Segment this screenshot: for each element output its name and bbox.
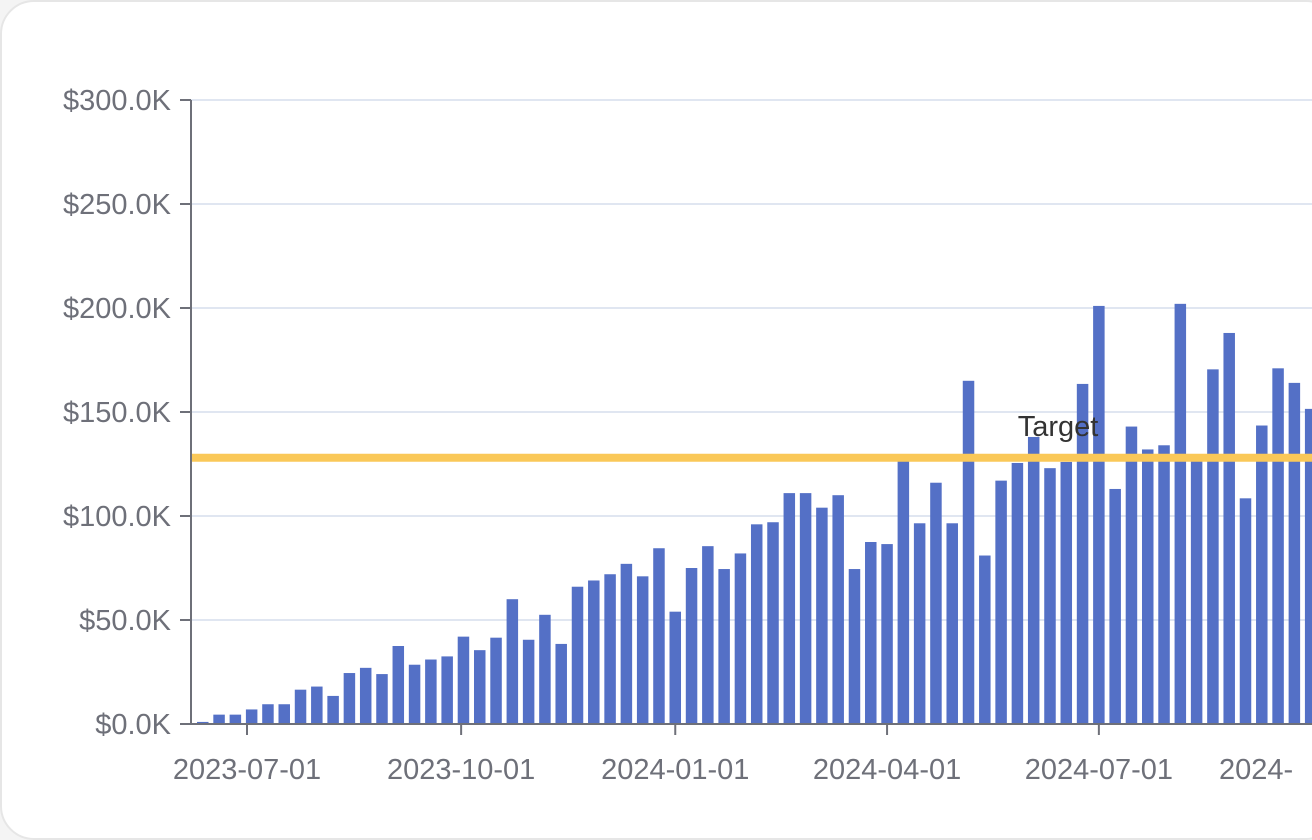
- bar: [979, 555, 991, 724]
- bar: [685, 568, 698, 724]
- x-tick-label: 2024-01-01: [601, 754, 749, 786]
- bar: [930, 482, 942, 724]
- target-line-group: Target: [191, 411, 1312, 462]
- bar-chart: Target $0.0K$50.0K$100.0K$150.0K$200.0K$…: [63, 85, 1312, 786]
- bar: [506, 599, 519, 724]
- bar: [343, 673, 356, 724]
- bar: [962, 380, 975, 724]
- x-tick-label: 2023-10-01: [387, 754, 535, 786]
- bar: [946, 523, 958, 724]
- y-tick-label: $100.0K: [63, 501, 172, 533]
- bar: [1141, 449, 1154, 724]
- bar: [1256, 425, 1268, 724]
- bar: [718, 569, 730, 724]
- bar: [865, 542, 877, 724]
- bar: [490, 637, 502, 724]
- bar: [848, 569, 861, 724]
- bar: [1027, 436, 1040, 724]
- y-tick-label: $250.0K: [63, 189, 172, 221]
- y-tick-label: $50.0K: [79, 605, 172, 637]
- bar: [1060, 461, 1073, 724]
- bar: [669, 611, 682, 724]
- bar: [881, 544, 893, 724]
- bar: [229, 714, 242, 724]
- bar: [653, 548, 665, 724]
- target-label: Target: [1018, 411, 1099, 443]
- bar: [832, 495, 844, 724]
- bar: [571, 586, 584, 724]
- bar: [425, 659, 437, 724]
- bar: [245, 709, 258, 724]
- y-tick-label: $200.0K: [63, 293, 172, 325]
- bar: [213, 714, 225, 724]
- bar: [262, 704, 274, 724]
- bar: [1239, 498, 1252, 724]
- bar: [913, 523, 926, 724]
- bar: [457, 636, 470, 724]
- bar: [441, 656, 453, 724]
- bar: [897, 459, 910, 724]
- bar: [1044, 468, 1056, 724]
- bar: [1076, 383, 1089, 724]
- bars: [197, 303, 1312, 724]
- bar: [799, 493, 812, 724]
- bar: [392, 646, 405, 724]
- x-tick-label: 2024-04-01: [813, 754, 961, 786]
- bar: [604, 574, 616, 724]
- x-axis-labels: 2023-07-01 2023-10-01 2024-01-01 2024-04-01…: [173, 754, 1293, 786]
- bar: [1158, 445, 1170, 724]
- bar: [474, 650, 486, 724]
- bar: [359, 667, 372, 724]
- bar: [588, 580, 600, 724]
- bar: [702, 546, 714, 724]
- bar: [636, 576, 649, 724]
- bar: [816, 507, 828, 724]
- bar: [734, 553, 747, 724]
- bar: [1288, 382, 1301, 724]
- bar: [327, 695, 339, 724]
- bar: [1223, 332, 1235, 724]
- bar: [294, 689, 307, 724]
- bar: [620, 563, 633, 724]
- bar: [995, 480, 1007, 724]
- bar: [767, 522, 779, 724]
- bar: [1304, 408, 1312, 724]
- bar: [539, 614, 551, 724]
- bar: [750, 524, 763, 724]
- bar: [1190, 459, 1203, 724]
- y-tick-label: $150.0K: [63, 397, 172, 429]
- bar: [1109, 488, 1121, 724]
- bar: [1125, 426, 1138, 724]
- bar: [376, 674, 388, 724]
- bar: [197, 721, 209, 724]
- y-axis-labels: $0.0K $50.0K $100.0K $150.0K $200.0K $250.0K $…: [63, 85, 172, 741]
- bar: [1272, 368, 1284, 724]
- bar: [1011, 462, 1024, 724]
- bar: [408, 664, 421, 724]
- bar: [1093, 305, 1105, 724]
- bar: [522, 639, 535, 724]
- bar: [1207, 369, 1219, 724]
- bar: [278, 704, 290, 724]
- y-tick-label: $0.0K: [95, 709, 171, 741]
- x-tick-label: 2024-07-01: [1025, 754, 1173, 786]
- y-tick-label: $300.0K: [63, 85, 172, 117]
- bar: [783, 493, 796, 724]
- x-tick-label: 2024-: [1219, 754, 1293, 786]
- axes: [180, 99, 1312, 735]
- bar: [1174, 303, 1187, 724]
- bar: [555, 643, 567, 724]
- x-tick-label: 2023-07-01: [173, 754, 321, 786]
- bar: [311, 686, 323, 724]
